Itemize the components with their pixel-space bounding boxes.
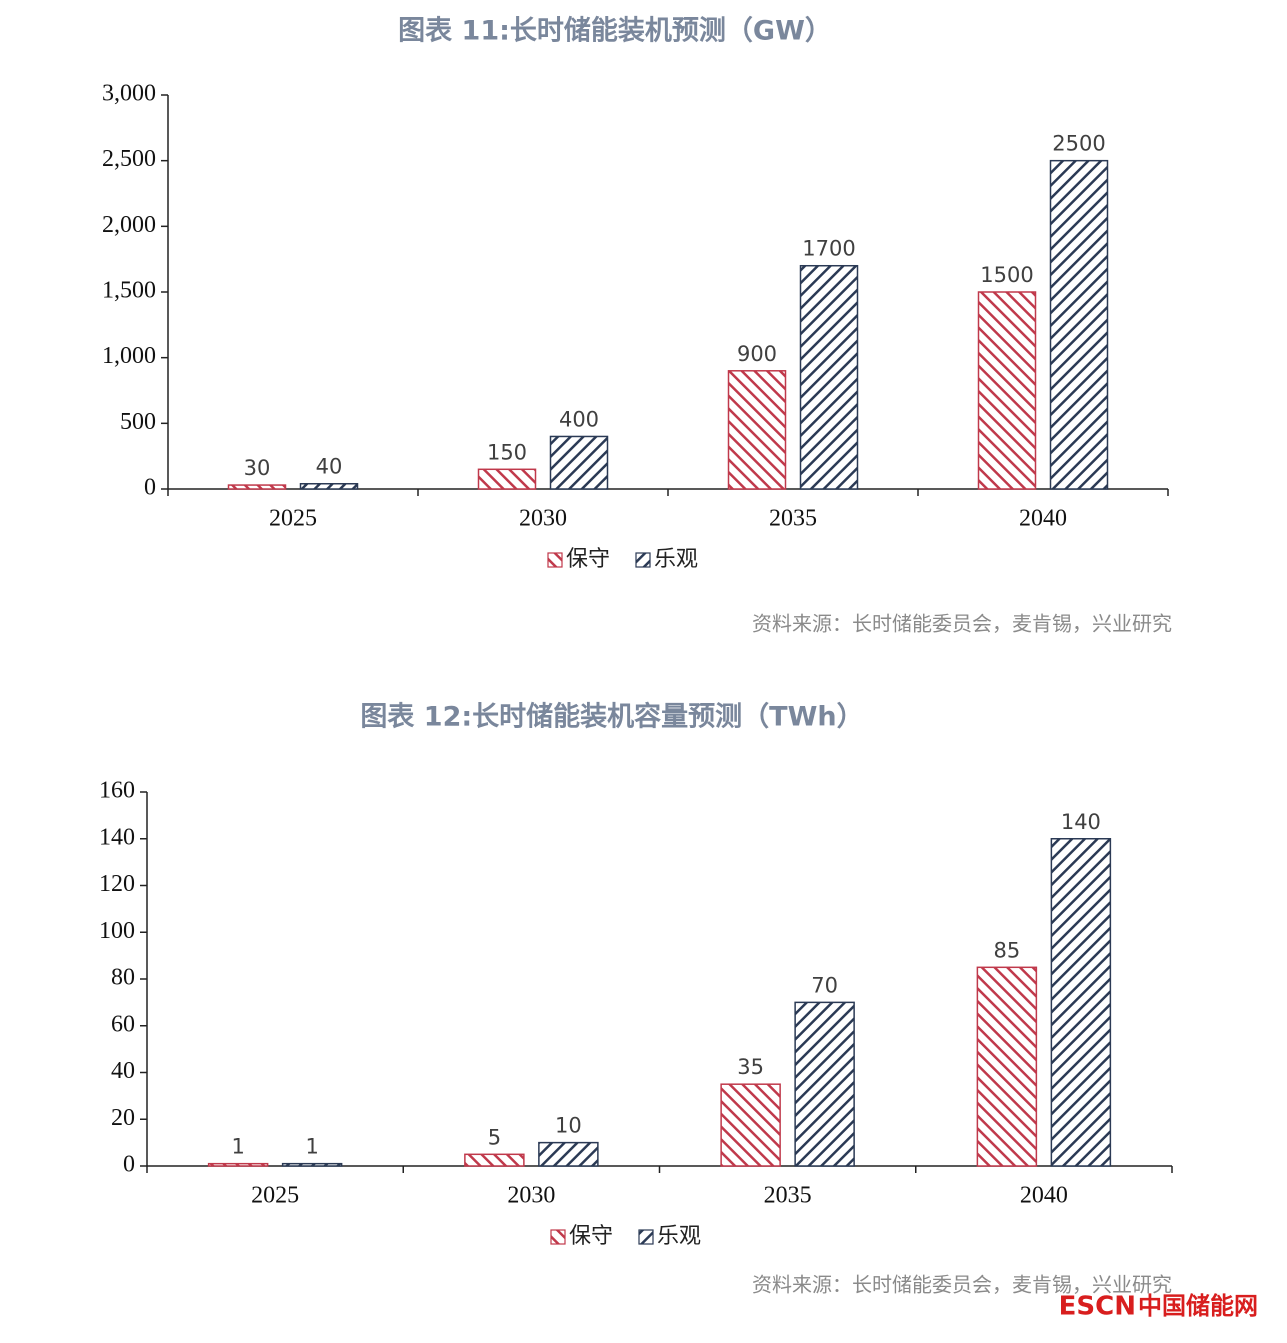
bar [976,966,1038,1167]
value-label: 150 [487,440,527,464]
y-tick-label: 1,000 [102,343,156,369]
y-tick-label: 500 [120,409,156,435]
y-tick-label: 1,500 [102,278,156,304]
value-label: 85 [994,938,1021,962]
legend-label: 保守 [569,1224,613,1249]
x-tick-label: 2030 [519,506,567,532]
y-tick-label: 120 [99,871,135,897]
y-tick-label: 0 [144,475,156,501]
value-label: 35 [737,1055,764,1079]
source-note: 资料来源：长时储能委员会，麦肯锡，兴业研究 [752,612,1172,636]
legend-label: 乐观 [654,547,698,572]
value-label: 140 [1061,810,1101,834]
bar [299,482,359,490]
bar [464,1153,525,1167]
legend-swatch [635,552,651,568]
value-label: 40 [316,455,343,479]
y-tick-label: 100 [99,918,135,944]
y-tick-label: 2,500 [102,146,156,172]
x-tick-label: 2035 [769,506,817,532]
value-label: 1 [305,1135,318,1159]
bar [799,264,859,490]
x-tick-label: 2040 [1020,1183,1068,1209]
y-tick-label: 20 [111,1105,135,1131]
bar [227,484,287,490]
value-label: 30 [244,456,271,480]
x-tick-label: 2035 [764,1183,812,1209]
source-note: 资料来源：长时储能委员会，麦肯锡，兴业研究 [752,1273,1172,1297]
bar [538,1141,599,1167]
y-tick-label: 60 [111,1011,135,1037]
x-tick-label: 2025 [251,1183,299,1209]
value-label: 10 [555,1114,582,1138]
bar [1049,159,1109,490]
legend-swatch [550,1229,566,1245]
x-tick-label: 2025 [269,506,317,532]
value-label: 1 [231,1135,244,1159]
bar [477,468,537,490]
value-label: 1700 [802,237,855,261]
bar [794,1001,855,1167]
bar [1050,838,1112,1167]
value-label: 5 [488,1125,501,1149]
bar [977,291,1037,490]
watermark-site: 中国储能网 [1138,1292,1258,1320]
x-tick-label: 2030 [507,1183,555,1209]
bar [549,435,609,490]
value-label: 900 [737,342,777,366]
y-tick-label: 3,000 [102,81,156,107]
x-tick-label: 2040 [1019,506,1067,532]
bar [207,1162,269,1167]
value-label: 1500 [980,263,1033,287]
y-tick-label: 160 [99,778,135,804]
legend-label: 保守 [566,547,610,572]
chart-title: 图表 12:长时储能装机容量预测（TWh） [360,701,863,733]
y-tick-label: 40 [111,1058,135,1084]
y-tick-label: 0 [123,1152,135,1178]
value-label: 2500 [1052,132,1105,156]
watermark-brand: ESCN [1059,1292,1136,1322]
chart-title: 图表 11:长时储能装机预测（GW） [398,15,832,47]
legend-swatch [638,1229,654,1245]
value-label: 400 [559,407,599,431]
bar [727,370,787,490]
y-tick-label: 2,000 [102,212,156,238]
y-tick-label: 80 [111,965,135,991]
legend-swatch [547,552,563,568]
value-label: 70 [811,973,838,997]
y-tick-label: 140 [99,824,135,850]
bar [720,1083,781,1167]
bar [281,1162,343,1167]
legend-label: 乐观 [657,1224,701,1249]
